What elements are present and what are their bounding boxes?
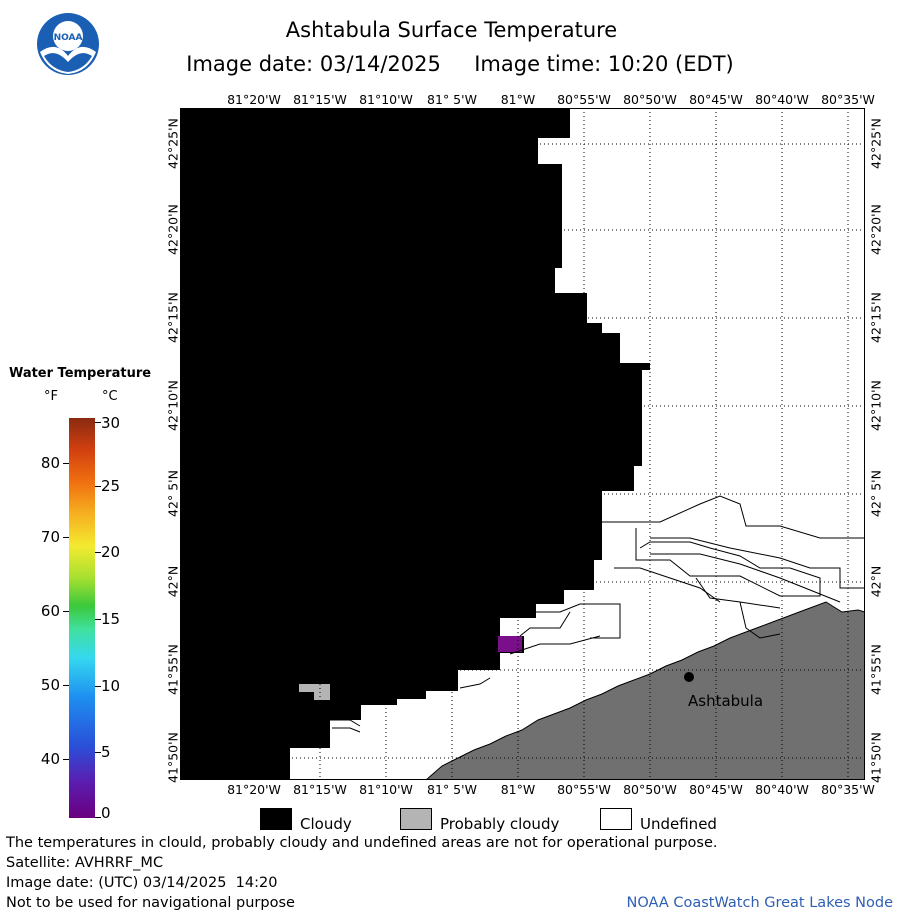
lat-label-left: 42°25'N	[165, 118, 181, 169]
lon-label-bottom: 81° 5'W	[427, 782, 477, 797]
lat-label-left: 42°N	[165, 565, 181, 598]
tick-f: 40	[40, 750, 60, 768]
cloudy-region	[180, 108, 650, 780]
contour-lines	[330, 495, 865, 733]
tick-c: 10	[101, 677, 121, 695]
lon-label-bottom: 80°40'W	[755, 782, 809, 797]
probably-cloudy-label: Probably cloudy	[440, 815, 560, 833]
lat-label-left: 42°10'N	[165, 380, 181, 431]
credit-text: NOAA CoastWatch Great Lakes Node	[626, 895, 893, 911]
tick-f: 70	[40, 528, 60, 546]
lat-label-right: 42°20'N	[868, 204, 884, 255]
lon-label-bottom: 81°20'W	[227, 782, 281, 797]
lat-label-right: 42°10'N	[868, 380, 884, 431]
lat-label-right: 42°25'N	[868, 118, 884, 169]
lat-label-right: 42°15'N	[868, 292, 884, 343]
lat-label-right: 42° 5'N	[868, 470, 884, 517]
logo-text: NOAA	[54, 33, 83, 43]
disclaimer-text: The temperatures in clould, probably clo…	[6, 835, 718, 851]
lon-label-top: 81°20'W	[227, 92, 281, 107]
warm-water-pixel	[498, 636, 522, 652]
lon-label-bottom: 80°45'W	[689, 782, 743, 797]
lon-label-top: 80°40'W	[755, 92, 809, 107]
city-label: Ashtabula	[688, 692, 763, 710]
cloudy-label: Cloudy	[300, 815, 352, 833]
tick-c: 15	[101, 610, 121, 628]
lon-label-top: 80°45'W	[689, 92, 743, 107]
unit-fahrenheit: °F	[44, 389, 58, 404]
lon-label-top: 81°10'W	[359, 92, 413, 107]
page-title: Ashtabula Surface Temperature	[285, 18, 618, 42]
legend-title: Water Temperature	[8, 366, 152, 381]
lon-label-top: 81°W	[500, 92, 536, 107]
tick-c: 0	[101, 804, 111, 822]
lon-label-bottom: 80°55'W	[557, 782, 611, 797]
lon-label-top: 81°15'W	[293, 92, 347, 107]
lon-label-top: 80°35'W	[821, 92, 875, 107]
probably-cloudy-pixel	[299, 684, 330, 700]
lat-label-left: 42° 5'N	[165, 470, 181, 517]
tick-f: 50	[40, 676, 60, 694]
lon-label-top: 81° 5'W	[427, 92, 477, 107]
lon-label-top: 80°55'W	[557, 92, 611, 107]
lat-label-left: 41°55'N	[165, 644, 181, 695]
cloudy-swatch	[260, 808, 292, 830]
probably-cloudy-swatch	[400, 808, 432, 830]
unit-celsius: °C	[102, 389, 118, 404]
tick-c: 20	[101, 543, 121, 561]
grid-lines	[180, 108, 865, 780]
lon-label-bottom: 80°35'W	[821, 782, 875, 797]
lat-label-left: 41°50'N	[165, 732, 181, 783]
lat-label-right: 41°50'N	[868, 732, 884, 783]
lon-label-bottom: 81°15'W	[293, 782, 347, 797]
city-marker	[684, 672, 694, 682]
noaa-logo: NOAA	[37, 13, 99, 75]
tick-c: 25	[101, 477, 121, 495]
satellite-text: Satellite: AVHRRF_MC	[6, 855, 164, 871]
navigation-warning: Not to be used for navigational purpose	[6, 895, 295, 911]
image-date-time: Image date: 03/14/2025 Image time: 10:20…	[186, 52, 734, 76]
lat-label-right: 41°55'N	[868, 644, 884, 695]
tick-f: 60	[40, 602, 60, 620]
lon-label-bottom: 81°W	[500, 782, 536, 797]
undefined-label: Undefined	[640, 815, 717, 833]
tick-f: 80	[40, 454, 60, 472]
temperature-colorbar	[69, 418, 95, 818]
land-ohio	[425, 601, 865, 780]
tick-c: 30	[101, 414, 121, 432]
tick-c: 5	[101, 743, 111, 761]
lon-label-bottom: 80°50'W	[623, 782, 677, 797]
undefined-swatch	[600, 808, 632, 830]
lat-label-right: 42°N	[868, 565, 884, 598]
lat-label-left: 42°20'N	[165, 204, 181, 255]
lat-label-left: 42°15'N	[165, 292, 181, 343]
temperature-map: Ashtabula	[180, 108, 865, 780]
lon-label-bottom: 81°10'W	[359, 782, 413, 797]
utc-date-text: Image date: (UTC) 03/14/2025 14:20	[6, 875, 278, 891]
lon-label-top: 80°50'W	[623, 92, 677, 107]
